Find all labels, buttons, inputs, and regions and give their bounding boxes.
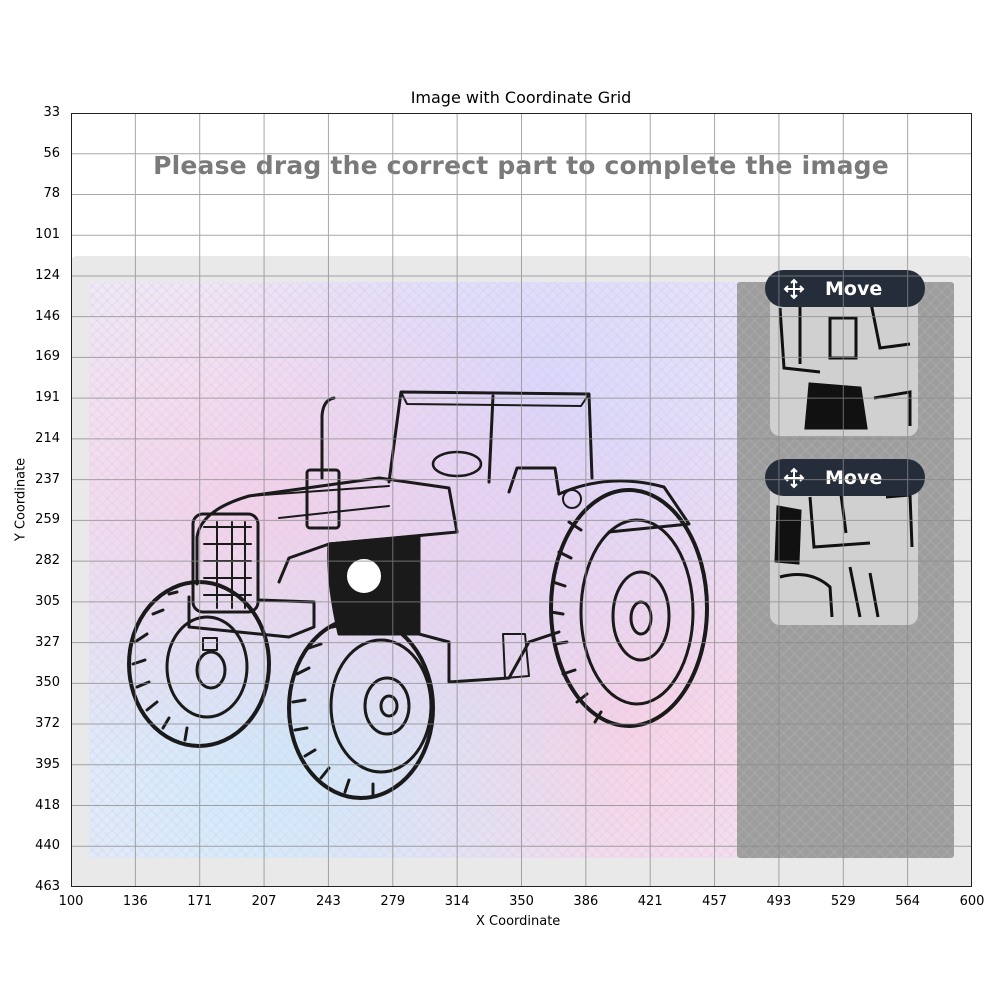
x-tick-label: 136 xyxy=(122,894,148,909)
pieces-tray: Move Move xyxy=(737,270,954,858)
puzzle-piece-2[interactable] xyxy=(770,477,918,625)
y-tick-label: 169 xyxy=(35,349,60,365)
y-tick-label: 305 xyxy=(35,593,60,609)
y-tick-label: 146 xyxy=(35,308,60,324)
x-tick-label: 100 xyxy=(58,894,84,909)
y-tick-label: 463 xyxy=(35,879,60,894)
y-tick-label: 101 xyxy=(35,227,60,243)
x-tick-label: 350 xyxy=(509,894,534,909)
y-tick-label: 350 xyxy=(35,675,60,691)
move-button-piece-1[interactable]: Move xyxy=(765,270,925,307)
y-tick-label: 237 xyxy=(35,471,60,487)
figure-title: Image with Coordinate Grid xyxy=(410,88,632,107)
y-tick-label: 418 xyxy=(35,797,60,813)
y-tick-label: 214 xyxy=(35,430,60,446)
plot-area: Please drag the correct part to complete… xyxy=(71,113,972,887)
puzzle-piece-1[interactable] xyxy=(770,288,918,436)
y-tick-label: 191 xyxy=(35,390,60,406)
x-tick-label: 171 xyxy=(187,894,213,909)
y-tick-label: 395 xyxy=(35,756,60,772)
x-tick-label: 493 xyxy=(766,894,792,909)
y-tick-label: 78 xyxy=(43,186,60,202)
x-tick-label: 529 xyxy=(830,894,856,909)
captcha-prompt: Please drag the correct part to complete… xyxy=(153,151,889,180)
y-tick-label: 56 xyxy=(43,145,60,161)
move-arrows-icon xyxy=(783,467,805,488)
x-tick-label: 564 xyxy=(895,894,921,909)
x-tick-label: 314 xyxy=(444,894,470,909)
x-tick-label: 457 xyxy=(702,894,727,909)
x-tick-label: 279 xyxy=(380,894,406,909)
x-axis-label: X Coordinate xyxy=(476,914,561,929)
move-arrows-icon xyxy=(783,278,805,299)
y-tick-label: 282 xyxy=(35,553,60,569)
captcha-panel: Move Move xyxy=(71,256,972,887)
y-tick-label: 259 xyxy=(35,512,60,528)
move-label: Move xyxy=(825,277,883,300)
x-tick-label: 243 xyxy=(316,894,341,909)
x-tick-label: 600 xyxy=(959,894,985,909)
x-tick-label: 386 xyxy=(573,894,599,909)
y-tick-label: 124 xyxy=(35,267,60,283)
x-tick-label: 421 xyxy=(637,894,663,909)
puzzle-image xyxy=(89,282,739,858)
y-tick-label: 33 xyxy=(43,105,60,120)
y-tick-label: 327 xyxy=(35,634,60,650)
y-axis-label: Y Coordinate xyxy=(13,457,29,542)
y-tick-label: 372 xyxy=(35,716,60,732)
x-tick-label: 207 xyxy=(251,894,277,909)
move-button-piece-2[interactable]: Move xyxy=(765,459,925,496)
tractor-drawing xyxy=(127,390,709,800)
move-label: Move xyxy=(825,466,883,489)
y-tick-label: 440 xyxy=(35,838,60,854)
